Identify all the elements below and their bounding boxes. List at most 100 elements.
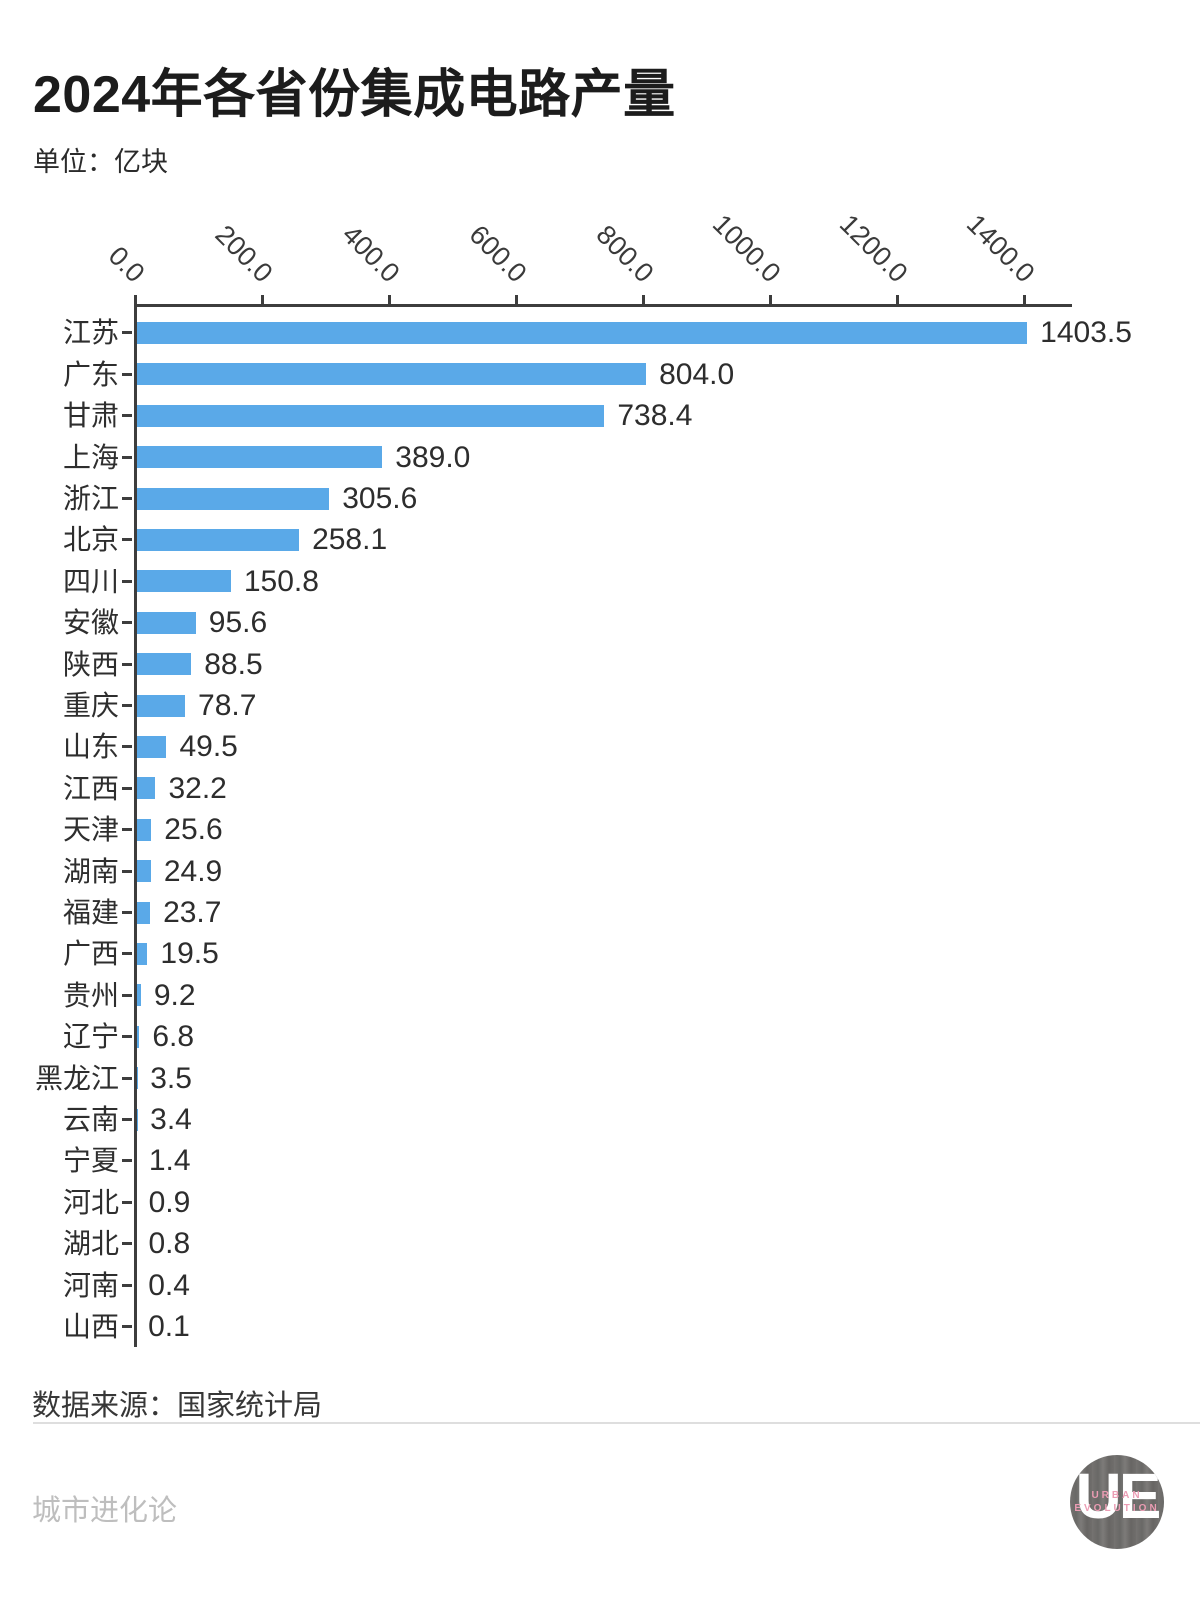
chart-row: 上海 389.0	[0, 437, 1200, 478]
category-label: 山西	[62, 1310, 119, 1342]
x-tick-label: 400.0	[336, 219, 406, 289]
x-tick-label: 600.0	[463, 219, 533, 289]
ue-logo: UE URBAN EVOLUTION	[1070, 1455, 1164, 1549]
category-label: 北京	[62, 524, 119, 556]
y-tick-mark	[122, 869, 132, 873]
y-tick-mark	[122, 1035, 132, 1039]
chart-row: 广东 804.0	[0, 354, 1200, 395]
logo-wordmark: URBAN EVOLUTION	[1070, 1489, 1164, 1515]
bar	[136, 735, 167, 758]
chart-row: 北京 258.1	[0, 519, 1200, 560]
y-tick-mark	[122, 455, 132, 459]
value-label: 305.6	[342, 481, 418, 515]
chart-row: 安徽 95.6	[0, 602, 1200, 643]
bar	[136, 1108, 138, 1131]
y-tick-mark	[122, 497, 132, 501]
bar	[136, 1067, 138, 1090]
value-label: 6.8	[152, 1020, 195, 1054]
y-tick-mark	[122, 828, 132, 832]
category-label: 浙江	[62, 482, 119, 514]
chart-row: 甘肃 738.4	[0, 395, 1200, 436]
y-tick-mark	[122, 621, 132, 625]
y-tick-mark	[122, 745, 132, 749]
chart-row: 河北 0.9	[0, 1182, 1200, 1223]
bar	[136, 611, 196, 634]
value-label: 150.8	[243, 564, 319, 598]
bar	[136, 487, 330, 510]
x-tick-mark	[133, 295, 137, 304]
category-label: 湖南	[62, 855, 119, 887]
y-tick-mark	[122, 538, 132, 542]
category-label: 湖北	[62, 1228, 119, 1260]
chart-row: 福建 23.7	[0, 892, 1200, 933]
value-label: 95.6	[208, 606, 268, 640]
category-label: 福建	[62, 896, 119, 928]
category-label: 河南	[62, 1269, 119, 1301]
y-tick-mark	[122, 372, 132, 376]
value-label: 78.7	[198, 688, 257, 722]
category-label: 四川	[62, 565, 119, 597]
x-tick-label: 1400.0	[961, 208, 1041, 289]
category-label: 贵州	[62, 979, 119, 1011]
chart-row: 浙江 305.6	[0, 478, 1200, 519]
bar	[136, 570, 231, 593]
bar	[136, 363, 647, 386]
value-label: 88.5	[204, 647, 263, 681]
bar	[136, 942, 148, 965]
value-label: 25.6	[164, 813, 223, 847]
chart-row: 重庆 78.7	[0, 685, 1200, 726]
y-tick-mark	[122, 1242, 132, 1246]
bar	[136, 818, 152, 841]
bar	[136, 653, 192, 676]
value-label: 3.5	[150, 1061, 192, 1095]
category-label: 江苏	[62, 317, 119, 349]
chart-row: 山东 49.5	[0, 726, 1200, 767]
category-label: 山东	[62, 731, 119, 763]
category-label: 黑龙江	[34, 1062, 119, 1094]
bar	[136, 1025, 140, 1048]
y-tick-mark	[122, 993, 132, 997]
value-label: 24.9	[163, 854, 223, 888]
x-tick-mark	[642, 295, 646, 304]
unit-label: 单位：亿块	[33, 147, 168, 177]
category-label: 广东	[62, 358, 119, 390]
category-label: 广西	[62, 938, 119, 970]
y-tick-mark	[122, 1159, 132, 1163]
value-label: 49.5	[179, 730, 238, 764]
x-tick-label: 200.0	[209, 219, 279, 289]
chart-row: 湖北 0.8	[0, 1223, 1200, 1264]
bar	[136, 860, 151, 883]
value-label: 9.2	[153, 978, 196, 1012]
footer-divider	[33, 1422, 1200, 1424]
x-tick-label: 800.0	[590, 219, 660, 289]
logo-word-evolution: EVOLUTION	[1074, 1503, 1160, 1514]
chart-row: 湖南 24.9	[0, 851, 1200, 892]
value-label: 1.4	[148, 1144, 191, 1178]
y-tick-mark	[122, 1283, 132, 1287]
y-tick-mark	[122, 1200, 132, 1204]
value-label: 258.1	[312, 523, 388, 557]
y-tick-mark	[122, 704, 132, 708]
logo-initials: UE	[1075, 1460, 1162, 1532]
y-axis-line	[134, 304, 137, 1347]
category-label: 重庆	[62, 689, 119, 721]
data-source-label: 数据来源：国家统计局	[32, 1390, 323, 1422]
x-tick-mark	[1023, 295, 1027, 304]
x-axis-line	[134, 304, 1072, 307]
category-label: 上海	[62, 441, 119, 473]
chart-row: 贵州 9.2	[0, 975, 1200, 1016]
value-label: 23.7	[163, 895, 222, 929]
value-label: 1403.5	[1040, 316, 1132, 350]
value-label: 804.0	[659, 357, 735, 391]
category-label: 辽宁	[62, 1021, 119, 1053]
category-label: 安徽	[62, 607, 119, 639]
value-label: 3.4	[150, 1102, 192, 1136]
y-tick-mark	[122, 1325, 132, 1329]
bar	[136, 528, 300, 551]
chart-row: 山西 0.1	[0, 1306, 1200, 1347]
watermark-text: 城市进化论	[32, 1495, 178, 1527]
logo-word-urban: URBAN	[1091, 1490, 1143, 1501]
category-label: 甘肃	[62, 400, 119, 432]
chart-row: 云南 3.4	[0, 1099, 1200, 1140]
